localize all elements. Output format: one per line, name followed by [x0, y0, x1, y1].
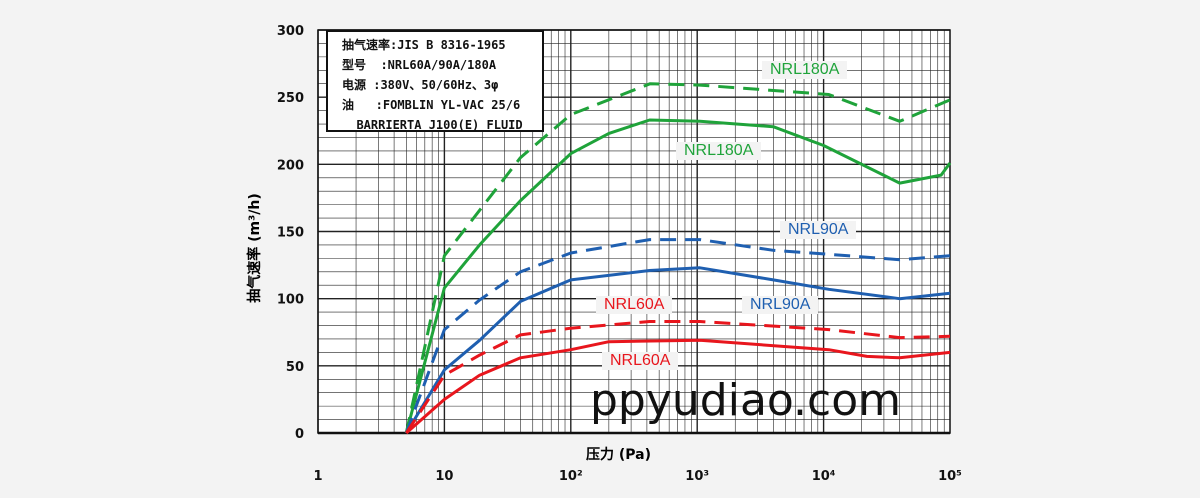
y-tick-label: 100 — [277, 293, 304, 308]
x-tick-label: 10⁴ — [812, 469, 836, 484]
series-line-nrl90a-dashed — [404, 238, 951, 434]
series-label-60a-solid: NRL60A — [602, 352, 679, 370]
series-line-nrl180a-dashed — [404, 82, 951, 434]
y-tick-label: 250 — [277, 91, 304, 106]
x-tick-label: 1 — [313, 469, 322, 484]
watermark: ppyudiao.com — [590, 375, 902, 426]
x-axis-label: 压力 (Pa) — [586, 447, 652, 463]
x-tick-label: 10³ — [685, 469, 709, 484]
series-line-nrl60a-dashed — [405, 320, 951, 434]
y-tick-label: 0 — [295, 427, 304, 442]
series-label-90a-dashed: NRL90A — [780, 221, 857, 239]
x-tick-label: 10 — [435, 469, 453, 484]
x-tick-label: 10⁵ — [938, 469, 962, 484]
info-box: 抽气速率:JIS B 8316-1965 型号 :NRL60A/90A/180A… — [326, 30, 544, 132]
series-line-nrl90a-solid — [405, 266, 951, 434]
y-tick-label: 150 — [277, 226, 304, 241]
series-line-nrl60a-solid — [405, 338, 951, 435]
series-label-90a-solid: NRL90A — [742, 296, 819, 314]
y-tick-label: 200 — [277, 158, 304, 173]
info-line: 油 :FOMBLIN YL-VAC 25/6 — [342, 98, 521, 112]
info-line: 型号 :NRL60A/90A/180A — [342, 58, 497, 72]
info-line: BARRIERTA J100(E) FLUID — [342, 118, 523, 132]
series-line-nrl180a-solid — [404, 118, 952, 434]
series-label-60a-dashed: NRL60A — [596, 296, 673, 314]
x-tick-label: 10² — [559, 469, 583, 484]
y-tick-label: 50 — [286, 360, 304, 375]
info-line: 抽气速率:JIS B 8316-1965 — [342, 38, 506, 52]
y-tick-label: 300 — [277, 24, 304, 39]
series-label-180a-solid: NRL180A — [676, 142, 762, 160]
y-axis-label: 抽气速率 (m³/h) — [247, 193, 263, 303]
series-label-180a-dashed: NRL180A — [762, 61, 848, 79]
info-line: 电源 :380V、50/60Hz、3φ — [342, 78, 499, 92]
